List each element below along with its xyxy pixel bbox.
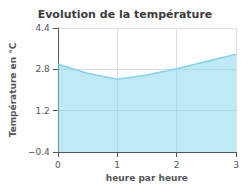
svg-text:4.4: 4.4 [35, 23, 50, 33]
svg-text:Température en °C: Température en °C [8, 42, 18, 137]
svg-text:Evolution de la température: Evolution de la température [38, 8, 213, 21]
svg-text:0: 0 [55, 160, 61, 170]
svg-text:−0.4: −0.4 [28, 147, 50, 157]
svg-text:1: 1 [114, 160, 120, 170]
svg-text:1.2: 1.2 [35, 106, 49, 116]
svg-text:heure par heure: heure par heure [106, 173, 188, 183]
svg-text:2: 2 [174, 160, 180, 170]
svg-text:2.8: 2.8 [35, 64, 50, 74]
svg-text:3: 3 [233, 160, 239, 170]
